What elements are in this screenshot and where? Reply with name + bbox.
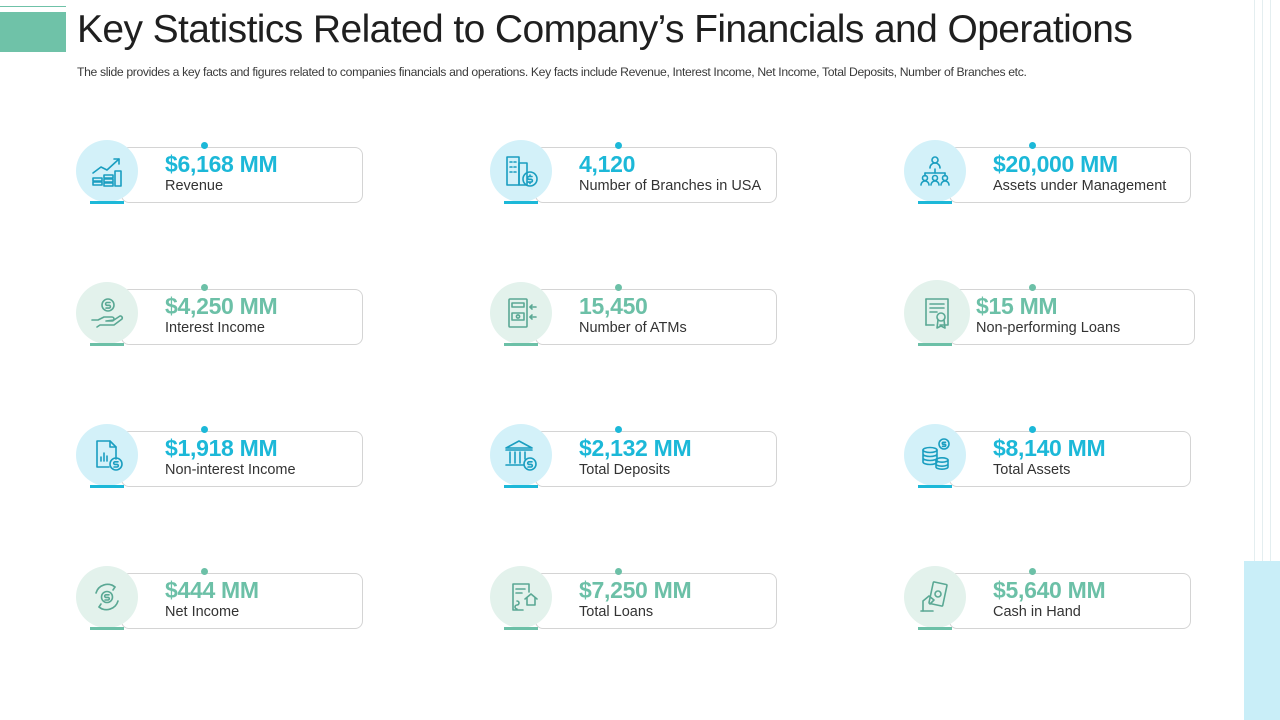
stat-underline — [918, 485, 952, 488]
stat-value: $6,168 MM — [165, 151, 278, 177]
stat-label: Non-interest Income — [165, 462, 296, 478]
stat-card-box — [535, 147, 777, 203]
decor-line — [1254, 0, 1255, 720]
stat-label: Net Income — [165, 604, 240, 620]
stat-value: 15,450 — [579, 293, 648, 319]
connector-dot — [615, 568, 622, 575]
page-subtitle: The slide provides a key facts and figur… — [77, 65, 1027, 79]
stat-label: Total Assets — [993, 462, 1071, 478]
stat-card-cash-in-hand: $5,640 MM Cash in Hand — [904, 566, 1234, 630]
hand-dollar-icon — [76, 282, 138, 344]
stat-label: Non-performing Loans — [976, 320, 1121, 336]
stat-label: Revenue — [165, 178, 224, 194]
decor-line — [1262, 0, 1263, 720]
header-accent-line — [0, 6, 66, 7]
connector-dot — [201, 142, 208, 149]
stat-value: $4,250 MM — [165, 293, 278, 319]
stat-underline — [90, 201, 124, 204]
stat-underline — [918, 201, 952, 204]
stat-card-total-loans: $7,250 MM Total Loans — [490, 566, 820, 630]
buildings-dollar-icon — [490, 140, 552, 202]
stat-card-total-deposits: $2,132 MM Total Deposits — [490, 424, 820, 488]
stat-label: Total Loans — [579, 604, 654, 620]
stat-card-revenue: $6,168 MM Revenue — [76, 140, 406, 204]
stat-underline — [90, 627, 124, 630]
stat-card-box — [121, 289, 363, 345]
connector-dot — [1029, 284, 1036, 291]
connector-dot — [201, 426, 208, 433]
revenue-chart-coins-icon — [76, 140, 138, 202]
stat-card-box — [535, 289, 777, 345]
stat-label: Number of ATMs — [579, 320, 687, 336]
stat-card-box — [121, 431, 363, 487]
stat-card-box — [949, 431, 1191, 487]
stat-underline — [918, 627, 952, 630]
stat-card-aum: $20,000 MM Assets under Management — [904, 140, 1234, 204]
stat-card-branches: 4,120 Number of Branches in USA — [490, 140, 820, 204]
connector-dot — [615, 426, 622, 433]
stat-card-box — [535, 431, 777, 487]
stat-underline — [90, 485, 124, 488]
stat-card-atms: 15,450 Number of ATMs — [490, 282, 820, 346]
org-chart-icon — [904, 140, 966, 202]
connector-dot — [1029, 142, 1036, 149]
stat-label: Assets under Management — [993, 178, 1167, 194]
stat-card-box — [121, 573, 363, 629]
bank-dollar-icon — [490, 424, 552, 486]
stat-value: $8,140 MM — [993, 435, 1106, 461]
connector-dot — [201, 284, 208, 291]
stat-card-net-income: $444 MM Net Income — [76, 566, 406, 630]
stat-label: Number of Branches in USA — [579, 178, 762, 194]
hand-cash-icon — [904, 566, 966, 628]
stat-label: Total Deposits — [579, 462, 671, 478]
header-accent-block — [0, 12, 66, 52]
stat-underline — [504, 201, 538, 204]
stat-value: $2,132 MM — [579, 435, 692, 461]
document-chart-dollar-icon — [76, 424, 138, 486]
connector-dot — [615, 142, 622, 149]
stat-value: $1,918 MM — [165, 435, 278, 461]
stat-card-interest-income: $4,250 MM Interest Income — [76, 282, 406, 346]
stat-underline — [90, 343, 124, 346]
connector-dot — [201, 568, 208, 575]
page-title: Key Statistics Related to Company’s Fina… — [77, 8, 1133, 51]
stat-label: Interest Income — [165, 320, 265, 336]
stat-underline — [504, 343, 538, 346]
stat-card-box — [949, 289, 1195, 345]
stat-value: $444 MM — [165, 577, 259, 603]
dollar-cycle-icon — [76, 566, 138, 628]
stat-label: Cash in Hand — [993, 604, 1081, 620]
decor-bar — [1244, 561, 1280, 720]
connector-dot — [1029, 568, 1036, 575]
loan-document-house-icon — [490, 566, 552, 628]
stat-card-box — [949, 573, 1191, 629]
stat-value: 4,120 — [579, 151, 636, 177]
stat-value: $5,640 MM — [993, 577, 1106, 603]
stat-value: $20,000 MM — [993, 151, 1118, 177]
stat-value: $15 MM — [976, 293, 1058, 319]
connector-dot — [1029, 426, 1036, 433]
stat-card-non-interest-income: $1,918 MM Non-interest Income — [76, 424, 406, 488]
coin-stack-icon — [904, 424, 966, 486]
stat-card-box — [535, 573, 777, 629]
certificate-icon — [904, 280, 970, 346]
stat-card-total-assets: $8,140 MM Total Assets — [904, 424, 1234, 488]
stat-value: $7,250 MM — [579, 577, 692, 603]
atm-icon — [490, 282, 552, 344]
stat-underline — [504, 485, 538, 488]
stat-underline — [504, 627, 538, 630]
connector-dot — [615, 284, 622, 291]
decor-line — [1270, 0, 1271, 720]
stat-card-npl: $15 MM Non-performing Loans — [904, 280, 1234, 346]
stat-underline — [918, 343, 952, 346]
stat-card-box — [949, 147, 1191, 203]
